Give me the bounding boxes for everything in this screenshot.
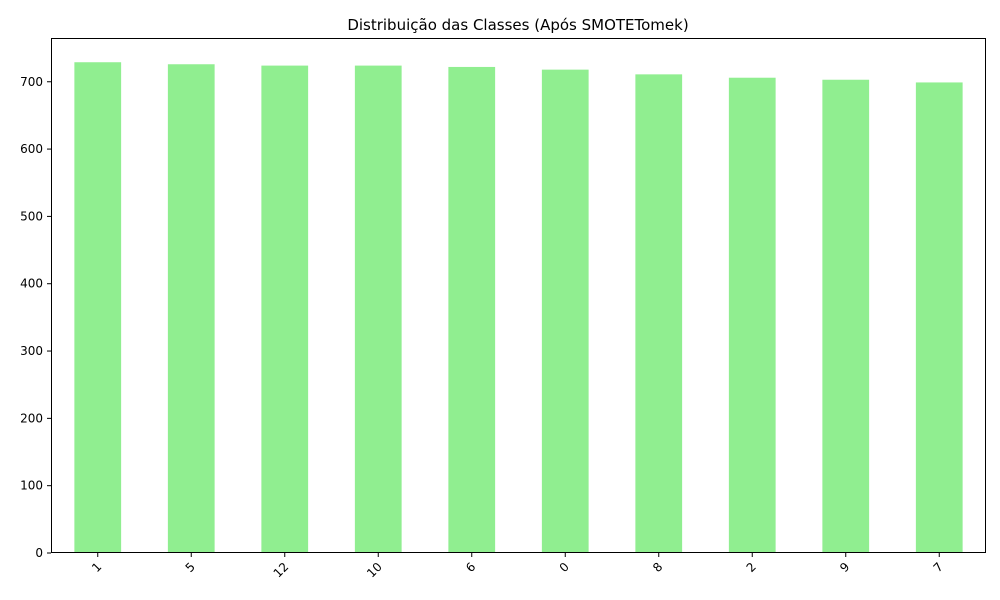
y-tick-label: 0	[35, 546, 43, 560]
bar-10	[354, 65, 402, 553]
bar-6	[448, 66, 496, 553]
chart-title: Distribuição das Classes (Após SMOTETome…	[347, 16, 688, 34]
y-tick-label: 600	[20, 142, 43, 156]
y-tick-label: 400	[20, 277, 43, 291]
y-tick-label: 300	[20, 344, 43, 358]
bar-7	[915, 82, 963, 554]
bar-1	[74, 62, 122, 554]
y-axis: 0 100 200 300 400 500 600 700	[20, 75, 51, 560]
x-tick-label-0: 0	[557, 560, 572, 575]
bar-0	[541, 69, 589, 553]
x-tick-label-12: 12	[271, 560, 292, 581]
x-tick-label-1: 1	[89, 560, 104, 575]
x-tick-label-5: 5	[183, 560, 198, 575]
bar-5	[167, 64, 215, 553]
bar-8	[635, 74, 683, 554]
y-tick-label: 700	[20, 75, 43, 89]
x-tick-label-9: 9	[837, 560, 852, 575]
x-tick-label-10: 10	[364, 560, 385, 581]
x-tick-label-6: 6	[463, 560, 478, 575]
x-tick-label-8: 8	[650, 560, 665, 575]
y-tick-label: 100	[20, 479, 43, 493]
y-tick-label: 500	[20, 209, 43, 223]
bar-12	[261, 65, 309, 553]
bars-group	[74, 62, 963, 554]
x-tick-label-2: 2	[744, 560, 759, 575]
plot-frame	[51, 38, 986, 553]
bar-2	[728, 77, 776, 553]
y-tick-label: 200	[20, 411, 43, 425]
bar-9	[822, 79, 870, 554]
x-axis: 1 5 12 10 6 0 8 2 9 7	[89, 553, 946, 580]
x-tick-label-7: 7	[931, 560, 946, 575]
